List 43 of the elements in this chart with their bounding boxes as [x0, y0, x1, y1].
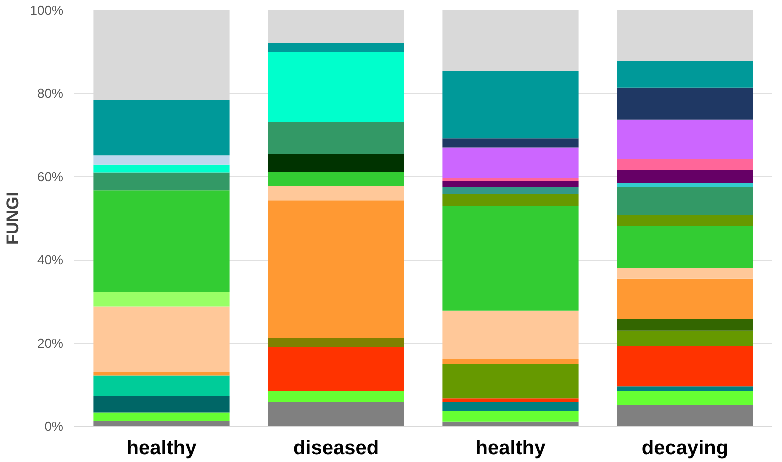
bar — [94, 164, 230, 173]
bar — [617, 10, 754, 62]
y-axis-title: FUNGI — [3, 192, 22, 245]
y-tick-label: 20% — [37, 336, 64, 351]
x-tick-label: decaying — [642, 438, 729, 460]
bar — [268, 154, 404, 172]
bar — [442, 398, 579, 402]
bar — [442, 412, 579, 422]
bar — [617, 61, 754, 88]
y-tick-label: 60% — [37, 169, 64, 184]
x-tick-label: healthy — [476, 438, 547, 460]
y-tick-label: 80% — [37, 86, 64, 102]
bar — [268, 402, 404, 426]
bar — [94, 412, 230, 422]
bar — [617, 392, 754, 406]
bar — [442, 364, 579, 399]
y-tick-label: 40% — [37, 252, 64, 268]
bar — [442, 187, 579, 194]
bar — [617, 183, 754, 188]
bar — [94, 422, 230, 426]
x-tick-label: healthy — [126, 438, 198, 460]
y-tick-label: 100% — [30, 3, 64, 18]
bar — [94, 396, 230, 413]
bar — [268, 186, 404, 201]
bar — [442, 206, 579, 311]
y-tick-label: 0% — [44, 419, 64, 434]
bar — [617, 319, 754, 331]
bar — [268, 392, 404, 402]
bar — [94, 306, 230, 372]
bar — [617, 386, 754, 392]
bar — [94, 156, 230, 165]
bar — [617, 405, 754, 426]
bar — [617, 330, 754, 346]
bar — [268, 52, 404, 122]
bar — [617, 346, 754, 387]
bar — [94, 190, 230, 292]
bar — [268, 338, 404, 348]
bar — [94, 376, 230, 396]
bar — [442, 402, 579, 412]
bar — [94, 172, 230, 191]
bar — [94, 292, 230, 307]
bar — [268, 122, 404, 154]
x-tick-label: diseased — [293, 438, 380, 460]
